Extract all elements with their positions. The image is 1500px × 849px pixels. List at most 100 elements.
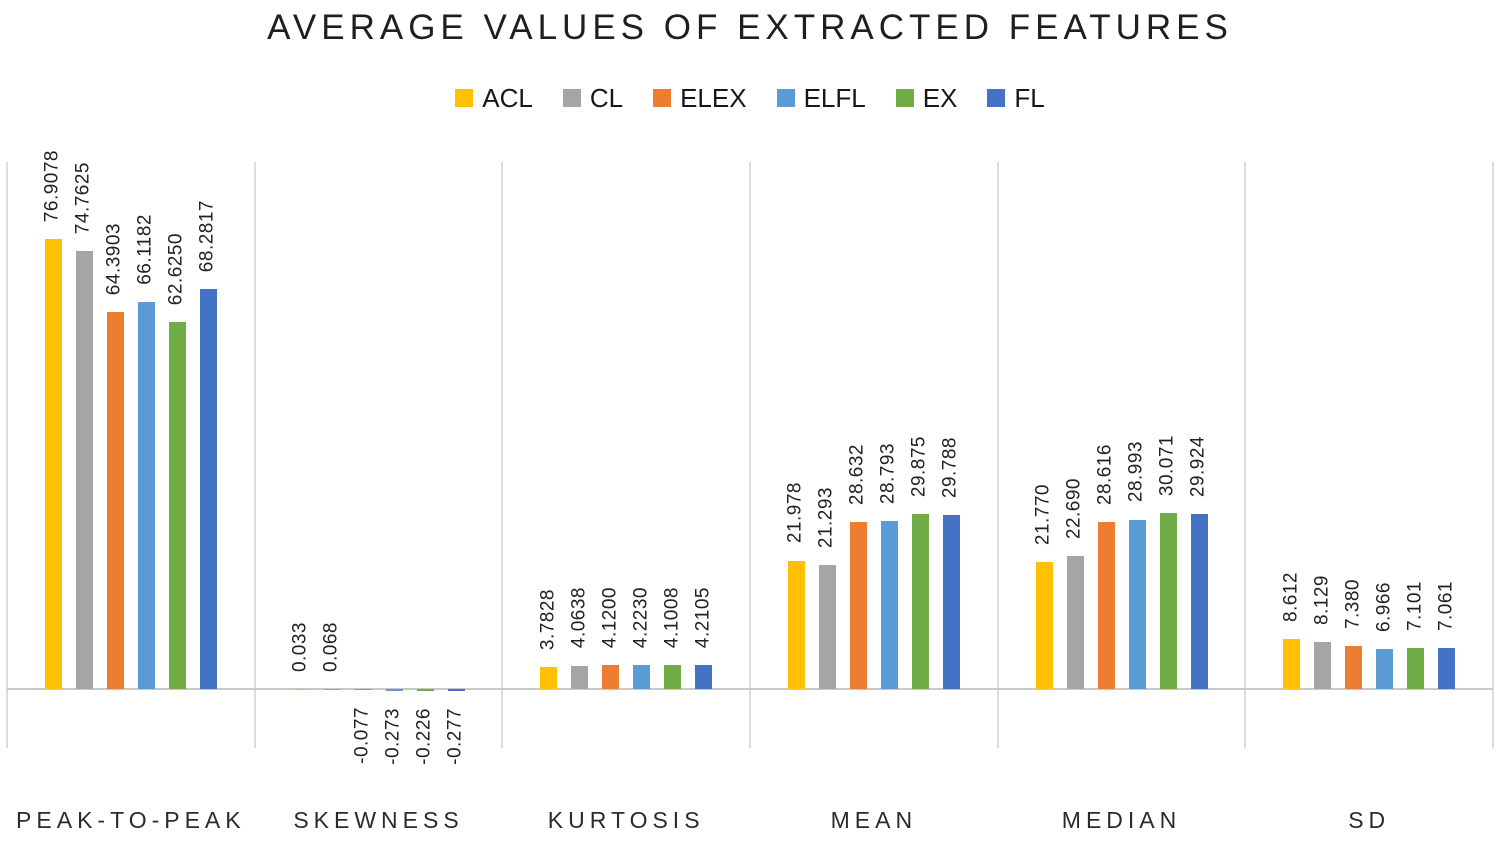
- legend-swatch-acl: [455, 89, 474, 107]
- bar-label-elfl-skewness: -0.273: [382, 707, 404, 765]
- category-separator-line: [749, 162, 751, 748]
- bar-label-elfl-median: 28.993: [1125, 441, 1147, 503]
- bar-elfl-skewness: [385, 689, 403, 691]
- bar-elfl-kurtosis: [633, 664, 651, 690]
- bar-label-elfl-mean: 28.793: [877, 442, 899, 504]
- bar-label-ex-peak-to-peak: 62.6250: [165, 233, 187, 306]
- bar-label-elex-median: 28.616: [1094, 443, 1116, 505]
- bar-label-elfl-peak-to-peak: 66.1182: [134, 214, 156, 285]
- legend-item-elex: ELEX: [653, 85, 747, 111]
- bar-label-elex-peak-to-peak: 64.3903: [103, 222, 125, 296]
- bar-label-acl-kurtosis: 3.7828: [537, 589, 559, 651]
- bar-label-elfl-kurtosis: 4.2230: [630, 586, 652, 648]
- bar-elfl-mean: [880, 520, 898, 690]
- category-separator-line: [6, 162, 8, 748]
- legend-swatch-elfl: [776, 89, 795, 107]
- bar-label-fl-skewness: -0.277: [444, 708, 466, 765]
- legend-item-fl: FL: [987, 83, 1045, 113]
- bar-label-acl-sd: 8.612: [1280, 571, 1302, 622]
- bar-label-elex-sd: 7.380: [1342, 579, 1364, 630]
- category-label-skewness: SKEWNESS: [293, 806, 464, 833]
- category-label-kurtosis: KURTOSIS: [547, 806, 705, 833]
- bar-elex-kurtosis: [602, 665, 620, 690]
- bar-ex-median: [1159, 513, 1177, 690]
- bar-label-cl-median: 22.690: [1063, 478, 1085, 540]
- bar-acl-kurtosis: [540, 667, 558, 690]
- bar-label-elex-mean: 28.632: [846, 443, 868, 505]
- bar-label-fl-peak-to-peak: 68.2817: [196, 200, 218, 273]
- bar-cl-median: [1066, 556, 1084, 690]
- bar-ex-kurtosis: [664, 665, 682, 690]
- bar-label-cl-mean: 21.293: [815, 486, 837, 548]
- plot-area: 76.9078 0.033 3.7828 21.978 21.770 8.612 74.76…: [6, 150, 1494, 765]
- bar-elex-sd: [1345, 646, 1363, 690]
- bar-acl-mean: [787, 560, 805, 690]
- bar-cl-kurtosis: [571, 665, 589, 690]
- bar-label-elex-kurtosis: 4.1200: [599, 587, 621, 649]
- category-separator-line: [253, 162, 256, 748]
- bar-fl-median: [1190, 514, 1208, 690]
- legend-item-cl: CL: [562, 83, 624, 113]
- category-label-peak-to-peak: PEAK-TO-PEAK: [16, 806, 246, 833]
- bar-label-ex-sd: 7.101: [1404, 580, 1426, 631]
- bar-fl-sd: [1438, 648, 1456, 690]
- bar-ex-skewness: [416, 689, 434, 691]
- category-separator-line: [501, 162, 504, 748]
- bar-label-acl-peak-to-peak: 76.9078: [41, 149, 63, 222]
- bar-label-cl-sd: 8.129: [1311, 574, 1333, 625]
- bar-label-fl-median: 29.924: [1187, 435, 1209, 498]
- legend-item-ex: EX: [895, 83, 958, 113]
- bar-label-elfl-sd: 6.966: [1373, 581, 1395, 632]
- category-label-sd: SD: [1348, 806, 1391, 833]
- bar-elex-median: [1097, 521, 1115, 690]
- bar-elfl-peak-to-peak: [137, 301, 155, 690]
- bar-label-cl-skewness: 0.068: [320, 621, 342, 673]
- legend-item-elfl: ELFL: [776, 83, 866, 113]
- bar-label-acl-skewness: 0.033: [289, 622, 311, 673]
- bar-fl-peak-to-peak: [199, 289, 217, 690]
- bar-label-fl-sd: 7.061: [1435, 580, 1457, 632]
- legend-swatch-fl: [987, 89, 1006, 107]
- bar-label-ex-median: 30.071: [1156, 435, 1178, 497]
- category-separator-line: [1492, 162, 1494, 748]
- bar-label-elex-skewness: -0.077: [351, 706, 373, 764]
- bar-fl-mean: [942, 514, 960, 690]
- bar-label-ex-mean: 29.875: [908, 436, 930, 498]
- bar-acl-sd: [1283, 638, 1301, 690]
- legend-label: FL: [1014, 83, 1045, 113]
- bar-label-cl-kurtosis: 4.0638: [568, 587, 590, 649]
- category-axis: PEAK-TO-PEAK SKEWNESS KURTOSIS MEAN MEDIAN SD: [7, 798, 1493, 842]
- bar-label-ex-kurtosis: 4.1008: [661, 587, 683, 649]
- bar-label-acl-mean: 21.978: [784, 482, 806, 544]
- bar-elfl-sd: [1376, 648, 1394, 690]
- legend-label: ELEX: [680, 83, 747, 113]
- legend-swatch-ex: [895, 89, 914, 107]
- x-axis-line: [7, 688, 1493, 691]
- bar-cl-mean: [818, 564, 836, 690]
- bar-elex-peak-to-peak: [106, 312, 124, 690]
- bar-label-cl-peak-to-peak: 74.7625: [72, 162, 94, 235]
- legend-swatch-cl: [562, 89, 581, 107]
- bar-ex-mean: [911, 514, 929, 690]
- bar-elfl-median: [1128, 519, 1146, 690]
- bar-fl-skewness: [447, 689, 465, 691]
- legend-label: ELFL: [803, 83, 866, 113]
- legend-swatch-elex: [653, 89, 672, 107]
- bar-fl-kurtosis: [695, 664, 713, 690]
- legend-label: CL: [589, 83, 624, 113]
- bar-label-acl-median: 21.770: [1032, 483, 1054, 545]
- bar-label-fl-mean: 29.788: [939, 436, 961, 498]
- chart-title: AVERAGE VALUES OF EXTRACTED FEATURES: [267, 8, 1233, 47]
- bar-label-fl-kurtosis: 4.2105: [692, 586, 714, 648]
- bar-cl-peak-to-peak: [75, 251, 93, 690]
- bar-ex-peak-to-peak: [168, 322, 186, 690]
- legend-item-acl: ACL: [455, 85, 533, 111]
- bar-acl-peak-to-peak: [44, 238, 62, 690]
- category-label-median: MEDIAN: [1061, 806, 1182, 833]
- bar-acl-median: [1035, 561, 1053, 690]
- bar-elex-mean: [849, 521, 867, 690]
- legend-label: EX: [922, 83, 958, 113]
- bar-ex-sd: [1407, 647, 1425, 690]
- legend: ACL CL ELEX ELFL EX FL: [0, 82, 1500, 114]
